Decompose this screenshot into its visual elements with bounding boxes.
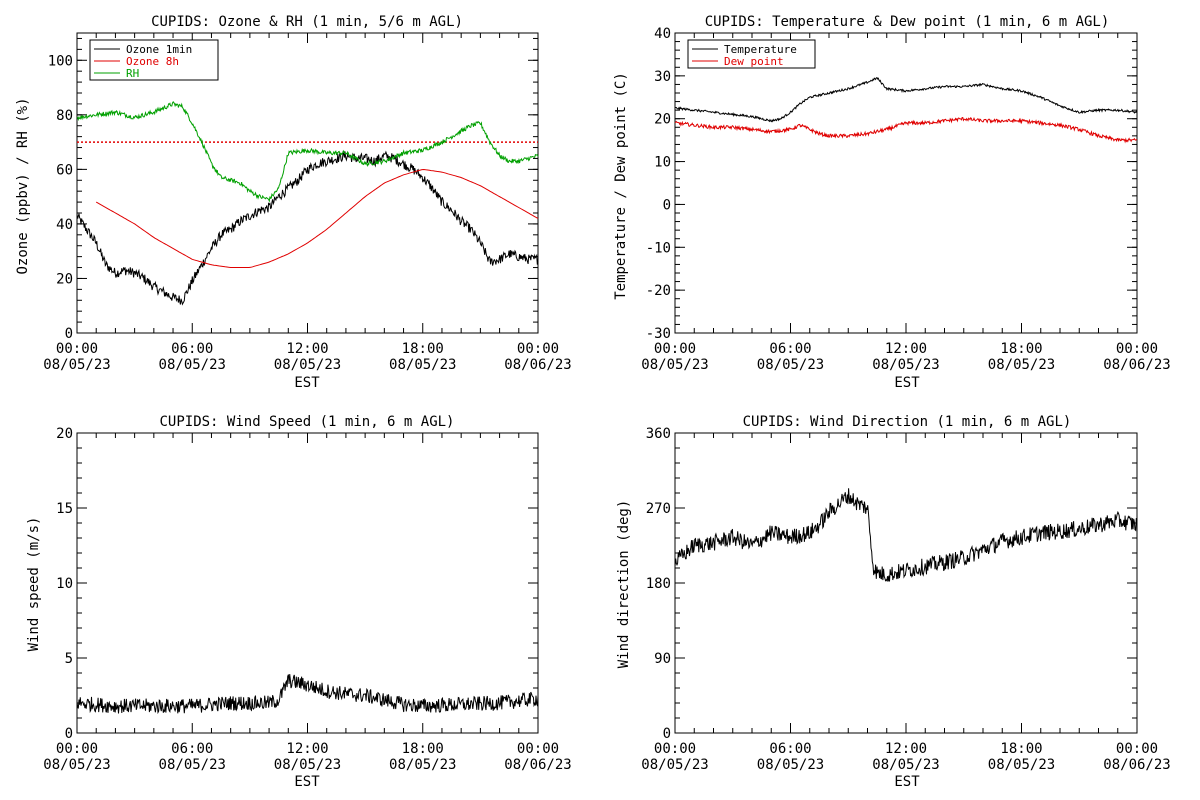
wind-speed-y-tick-label: 5 — [65, 651, 73, 667]
wind-speed-x-tick-time: 18:00 — [402, 741, 444, 757]
temperature-dewpoint-title: CUPIDS: Temperature & Dew point (1 min, … — [705, 14, 1110, 30]
wind-direction-y-axis-label: Wind direction (deg) — [616, 500, 632, 669]
temperature-dewpoint-series-temperature — [674, 76, 1138, 123]
ozone-rh-legend-label: Ozone 8h — [126, 55, 179, 68]
ozone-rh-y-tick-label: 40 — [56, 217, 73, 233]
temperature-dewpoint-y-tick-label: 0 — [663, 197, 671, 213]
wind-direction-x-tick-time: 18:00 — [1000, 741, 1042, 757]
temperature-dewpoint-y-tick-label: 40 — [654, 26, 671, 42]
ozone-rh-legend-label: Ozone 1min — [126, 43, 192, 56]
temperature-dewpoint-legend-label: Dew point — [724, 55, 784, 68]
wind-direction-x-tick-time: 00:00 — [654, 741, 696, 757]
wind-speed-y-tick-label: 0 — [65, 726, 73, 742]
temperature-dewpoint-x-tick-date: 08/05/23 — [641, 357, 708, 373]
wind-direction-title: CUPIDS: Wind Direction (1 min, 6 m AGL) — [743, 414, 1072, 430]
wind-direction-plot-frame — [674, 432, 1138, 734]
wind-direction-x-tick-time: 06:00 — [769, 741, 811, 757]
temperature-dewpoint-plot-frame — [674, 32, 1138, 334]
ozone-rh-series-ozone-8h — [95, 168, 539, 268]
wind-direction-x-tick-date: 08/06/23 — [1103, 757, 1170, 773]
ozone-rh-x-tick-time: 00:00 — [56, 341, 98, 357]
temperature-dewpoint-x-tick-time: 00:00 — [654, 341, 696, 357]
temperature-dewpoint-x-tick-date: 08/05/23 — [757, 357, 824, 373]
wind-direction-x-tick-date: 08/05/23 — [757, 757, 824, 773]
ozone-rh-x-tick-time: 00:00 — [517, 341, 559, 357]
wind-speed-x-axis-label: EST — [294, 774, 320, 790]
wind-speed-x-tick-time: 12:00 — [286, 741, 328, 757]
ozone-rh-y-tick-label: 100 — [48, 53, 73, 69]
ozone-rh-x-tick-date: 08/05/23 — [389, 357, 456, 373]
temperature-dewpoint-x-tick-time: 12:00 — [885, 341, 927, 357]
ozone-rh-x-tick-time: 12:00 — [286, 341, 328, 357]
wind-speed-plot-frame — [76, 432, 539, 734]
wind-direction-x-tick-date: 08/05/23 — [641, 757, 708, 773]
ozone-rh-x-tick-date: 08/06/23 — [504, 357, 571, 373]
wind-speed-y-tick-label: 10 — [56, 576, 73, 592]
wind-direction-y-tick-label: 0 — [663, 726, 671, 742]
ozone-rh-title: CUPIDS: Ozone & RH (1 min, 5/6 m AGL) — [151, 14, 463, 30]
ozone-rh-y-axis-label: Ozone (ppbv) / RH (%) — [15, 97, 31, 274]
temperature-dewpoint-x-tick-time: 06:00 — [769, 341, 811, 357]
temperature-dewpoint-x-tick-date: 08/05/23 — [872, 357, 939, 373]
wind-speed-x-tick-date: 08/05/23 — [159, 757, 226, 773]
wind-speed-panel: CUPIDS: Wind Speed (1 min, 6 m AGL) Wind… — [26, 414, 572, 790]
wind-direction-x-tick-date: 08/05/23 — [988, 757, 1055, 773]
wind-speed-x-tick-date: 08/05/23 — [389, 757, 456, 773]
ozone-rh-x-tick-time: 06:00 — [171, 341, 213, 357]
temperature-dewpoint-x-tick-date: 08/05/23 — [988, 357, 1055, 373]
temperature-dewpoint-x-tick-date: 08/06/23 — [1103, 357, 1170, 373]
temperature-dewpoint-y-tick-label: -20 — [646, 283, 671, 299]
ozone-rh-series-ozone-1min — [76, 150, 539, 306]
temperature-dewpoint-x-tick-time: 00:00 — [1116, 341, 1158, 357]
temperature-dewpoint-legend-box — [687, 39, 816, 69]
ozone-rh-x-axis-label: EST — [294, 375, 320, 391]
ozone-rh-y-tick-label: 60 — [56, 162, 73, 178]
temperature-dewpoint-panel: CUPIDS: Temperature & Dew point (1 min, … — [613, 14, 1171, 391]
temperature-dewpoint-legend-label: Temperature — [724, 43, 797, 56]
temperature-dewpoint-y-tick-label: -30 — [646, 326, 671, 342]
temperature-dewpoint-y-axis-label: Temperature / Dew point (C) — [613, 72, 629, 300]
ozone-rh-x-tick-time: 18:00 — [402, 341, 444, 357]
wind-direction-x-axis-label: EST — [894, 774, 920, 790]
wind-direction-y-tick-label: 360 — [646, 426, 671, 442]
wind-speed-series-series — [76, 674, 539, 715]
ozone-rh-x-tick-date: 08/05/23 — [274, 357, 341, 373]
wind-direction-series-series — [674, 488, 1138, 582]
wind-direction-y-tick-label: 90 — [654, 651, 671, 667]
temperature-dewpoint-series-dew-point — [674, 116, 1138, 144]
temperature-dewpoint-y-tick-label: -10 — [646, 240, 671, 256]
wind-speed-y-tick-label: 15 — [56, 501, 73, 517]
wind-direction-y-tick-label: 180 — [646, 576, 671, 592]
wind-speed-y-axis-label: Wind speed (m/s) — [26, 517, 42, 652]
wind-speed-x-tick-date: 08/05/23 — [274, 757, 341, 773]
wind-direction-panel: CUPIDS: Wind Direction (1 min, 6 m AGL) … — [616, 414, 1171, 790]
temperature-dewpoint-y-tick-label: 30 — [654, 69, 671, 85]
ozone-rh-x-tick-date: 08/05/23 — [159, 357, 226, 373]
temperature-dewpoint-x-tick-time: 18:00 — [1000, 341, 1042, 357]
wind-speed-x-tick-time: 06:00 — [171, 741, 213, 757]
ozone-rh-y-tick-label: 20 — [56, 271, 73, 287]
ozone-rh-y-tick-label: 80 — [56, 108, 73, 124]
wind-speed-x-tick-time: 00:00 — [56, 741, 98, 757]
ozone-rh-x-tick-date: 08/05/23 — [43, 357, 110, 373]
temperature-dewpoint-x-axis-label: EST — [894, 375, 920, 391]
ozone-rh-series-rh — [76, 101, 539, 203]
wind-direction-x-tick-time: 12:00 — [885, 741, 927, 757]
wind-speed-title: CUPIDS: Wind Speed (1 min, 6 m AGL) — [159, 414, 454, 430]
ozone-rh-legend-box — [89, 39, 219, 81]
temperature-dewpoint-y-tick-label: 10 — [654, 155, 671, 171]
wind-direction-y-tick-label: 270 — [646, 501, 671, 517]
wind-direction-x-tick-date: 08/05/23 — [872, 757, 939, 773]
ozone-rh-y-tick-label: 0 — [65, 326, 73, 342]
wind-speed-x-tick-date: 08/05/23 — [43, 757, 110, 773]
ozone-rh-legend-label: RH — [126, 67, 139, 80]
temperature-dewpoint-y-tick-label: 20 — [654, 112, 671, 128]
wind-speed-x-tick-time: 00:00 — [517, 741, 559, 757]
wind-speed-x-tick-date: 08/06/23 — [504, 757, 571, 773]
ozone-rh-panel: CUPIDS: Ozone & RH (1 min, 5/6 m AGL) Oz… — [15, 14, 572, 391]
wind-direction-x-tick-time: 00:00 — [1116, 741, 1158, 757]
wind-speed-y-tick-label: 20 — [56, 426, 73, 442]
